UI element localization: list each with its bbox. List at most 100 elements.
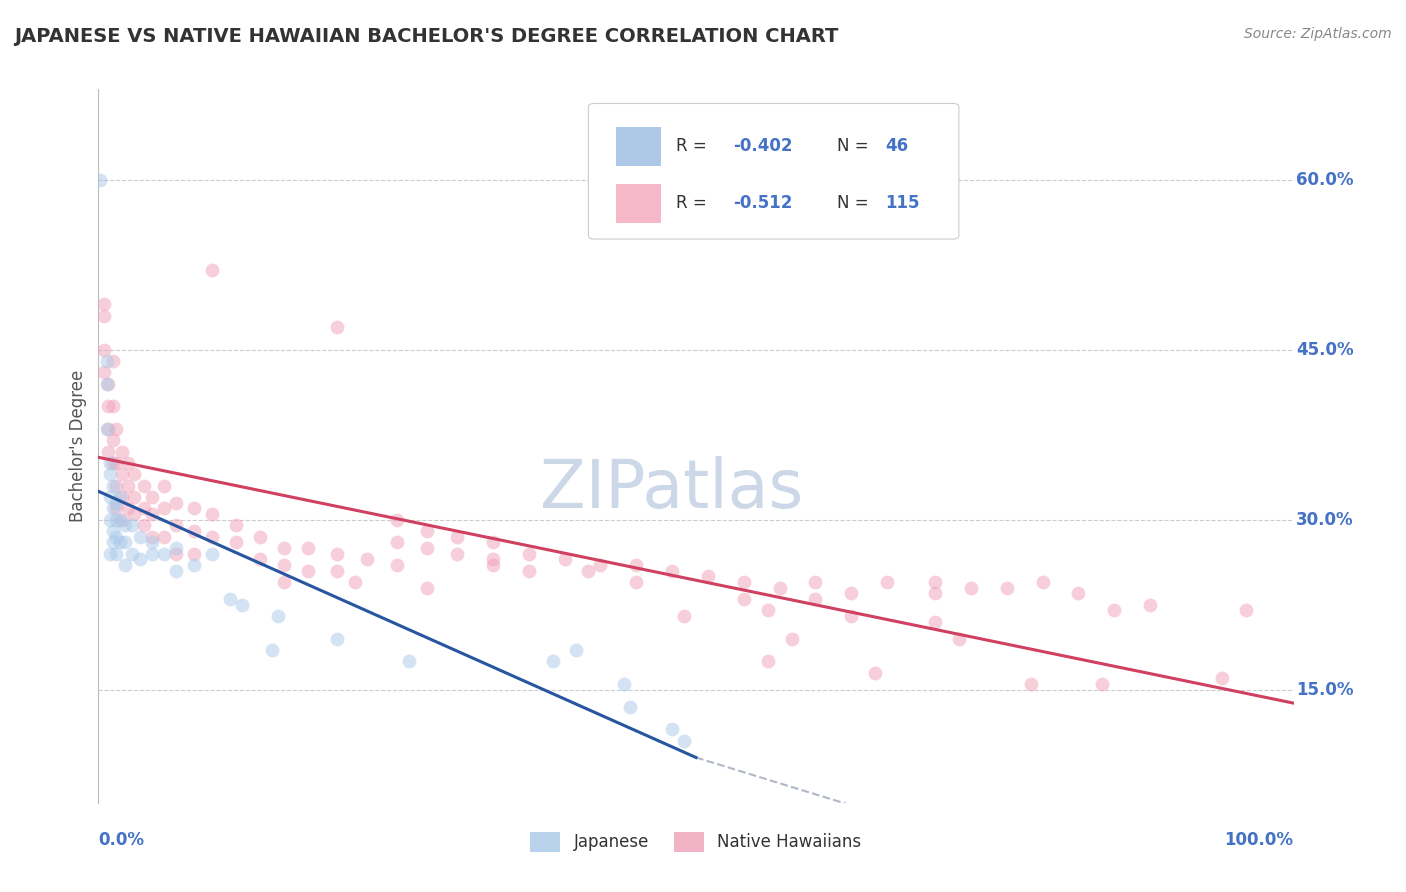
Point xyxy=(111,467,134,482)
Point xyxy=(249,552,271,566)
Point xyxy=(626,574,648,589)
Point xyxy=(105,456,128,470)
Point xyxy=(780,632,803,646)
Point xyxy=(924,586,946,600)
Point xyxy=(260,643,283,657)
Text: 30.0%: 30.0% xyxy=(1296,510,1354,529)
Point xyxy=(1091,677,1114,691)
Point xyxy=(326,320,349,334)
Point xyxy=(995,581,1018,595)
Point xyxy=(865,665,887,680)
Point xyxy=(398,654,420,668)
Point xyxy=(117,478,139,492)
Point xyxy=(121,547,143,561)
Point xyxy=(111,490,134,504)
Point xyxy=(416,541,439,555)
Point xyxy=(105,501,128,516)
Point xyxy=(101,501,124,516)
Point xyxy=(124,507,146,521)
Point xyxy=(98,467,122,482)
Point xyxy=(165,564,187,578)
Point xyxy=(1067,586,1090,600)
Point xyxy=(1019,677,1042,691)
Point xyxy=(385,535,409,549)
Point xyxy=(101,354,124,368)
Point xyxy=(105,530,128,544)
Point xyxy=(124,490,146,504)
Point xyxy=(105,495,128,509)
Point xyxy=(948,632,970,646)
Point xyxy=(105,478,128,492)
Point xyxy=(273,541,295,555)
Text: N =: N = xyxy=(837,194,875,212)
Text: 100.0%: 100.0% xyxy=(1225,831,1294,849)
Point xyxy=(96,376,118,391)
Text: JAPANESE VS NATIVE HAWAIIAN BACHELOR'S DEGREE CORRELATION CHART: JAPANESE VS NATIVE HAWAIIAN BACHELOR'S D… xyxy=(14,27,838,45)
Point xyxy=(924,574,946,589)
Point xyxy=(101,434,124,448)
Point xyxy=(96,422,118,436)
Point xyxy=(132,501,155,516)
Point xyxy=(98,513,122,527)
Point xyxy=(201,263,224,277)
Point xyxy=(326,564,349,578)
Point xyxy=(132,518,155,533)
Point xyxy=(98,456,122,470)
Point xyxy=(96,354,118,368)
Point xyxy=(129,552,152,566)
Point xyxy=(1234,603,1257,617)
Point xyxy=(114,558,136,572)
Point xyxy=(589,558,612,572)
Point xyxy=(756,654,779,668)
Text: 115: 115 xyxy=(884,194,920,212)
Point xyxy=(578,564,600,578)
Point xyxy=(153,478,176,492)
Point xyxy=(101,400,124,414)
Point xyxy=(97,376,120,391)
Point xyxy=(356,552,378,566)
Point xyxy=(344,574,367,589)
Point xyxy=(97,444,120,458)
Point xyxy=(273,574,295,589)
Point xyxy=(249,530,271,544)
Point xyxy=(841,608,863,623)
Point xyxy=(183,524,205,538)
Point xyxy=(97,400,120,414)
Point xyxy=(673,733,696,747)
Point xyxy=(876,574,898,589)
Point xyxy=(297,541,319,555)
Text: Source: ZipAtlas.com: Source: ZipAtlas.com xyxy=(1244,27,1392,41)
Point xyxy=(1104,603,1126,617)
Point xyxy=(153,547,176,561)
Point xyxy=(554,552,576,566)
Point xyxy=(98,547,122,561)
Point xyxy=(733,591,755,606)
Point xyxy=(114,518,136,533)
Point xyxy=(273,558,295,572)
Text: 15.0%: 15.0% xyxy=(1296,681,1354,698)
Point xyxy=(153,530,176,544)
Point xyxy=(201,547,224,561)
Point xyxy=(108,535,131,549)
Point xyxy=(183,547,205,561)
Point xyxy=(924,615,946,629)
Point xyxy=(960,581,983,595)
Point xyxy=(111,444,134,458)
Text: 0.0%: 0.0% xyxy=(98,831,145,849)
Point xyxy=(225,535,247,549)
Point xyxy=(626,558,648,572)
Point xyxy=(385,558,409,572)
FancyBboxPatch shape xyxy=(589,103,959,239)
Point xyxy=(619,699,641,714)
Point xyxy=(141,547,163,561)
Point xyxy=(201,530,224,544)
Point xyxy=(756,603,779,617)
Point xyxy=(121,518,143,533)
Point xyxy=(613,677,636,691)
Y-axis label: Bachelor's Degree: Bachelor's Degree xyxy=(69,370,87,522)
Point xyxy=(267,608,290,623)
Point xyxy=(661,564,683,578)
Point xyxy=(141,507,163,521)
Point xyxy=(117,501,139,516)
Text: N =: N = xyxy=(837,137,875,155)
